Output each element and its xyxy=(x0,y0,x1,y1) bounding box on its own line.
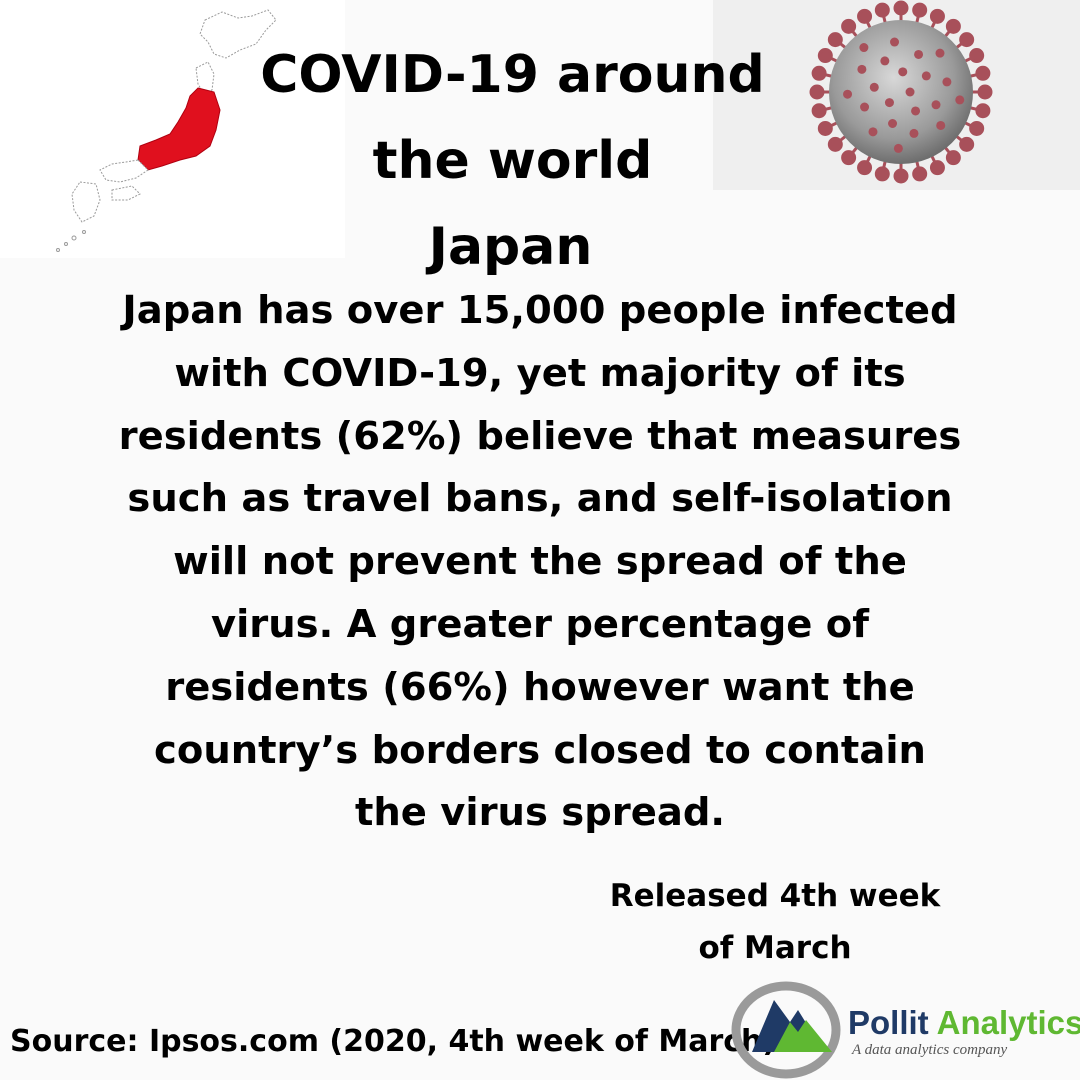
body-paragraph: Japan has over 15,000 people infected wi… xyxy=(90,280,990,845)
logo-name-part1: Pollit xyxy=(848,1004,929,1041)
source-citation: Source: Ipsos.com (2020, 4th week of Mar… xyxy=(10,1024,788,1059)
body-line: country’s borders closed to contain xyxy=(154,727,926,773)
page-title: COVID-19 around the world Japan xyxy=(250,32,775,290)
body-line: virus. A greater percentage of xyxy=(210,601,870,647)
logo-tagline: A data analytics company xyxy=(852,1042,1008,1058)
logo-name-part2: Analytics xyxy=(936,1004,1080,1041)
body-line: will not prevent the spread of the xyxy=(173,539,907,585)
title-line-1: COVID-19 around xyxy=(260,45,765,105)
release-line-2: of March xyxy=(698,930,852,966)
title-line-3: Japan xyxy=(428,217,593,277)
title-line-2: the world xyxy=(372,131,653,191)
release-date: Released 4th week of March xyxy=(595,870,955,974)
coronavirus-icon xyxy=(809,0,993,184)
body-line: residents (66%) however want the xyxy=(165,664,915,710)
release-line-1: Released 4th week xyxy=(609,878,941,914)
body-line: with COVID-19, yet majority of its xyxy=(174,350,906,396)
logo-mark-icon xyxy=(731,981,841,1079)
japan-map-image xyxy=(0,0,345,258)
body-line: residents (62%) believe that measures xyxy=(118,413,962,459)
pollit-analytics-logo: Pollit Analytics A data analytics compan… xyxy=(728,960,1080,1080)
body-line: such as travel bans, and self-isolation xyxy=(127,476,953,522)
japan-map-icon xyxy=(56,9,277,252)
body-line: Japan has over 15,000 people infected xyxy=(122,288,958,333)
logo-name: Pollit Analytics xyxy=(848,1004,1080,1042)
virus-image xyxy=(713,0,1080,190)
body-line: the virus spread. xyxy=(354,790,726,836)
